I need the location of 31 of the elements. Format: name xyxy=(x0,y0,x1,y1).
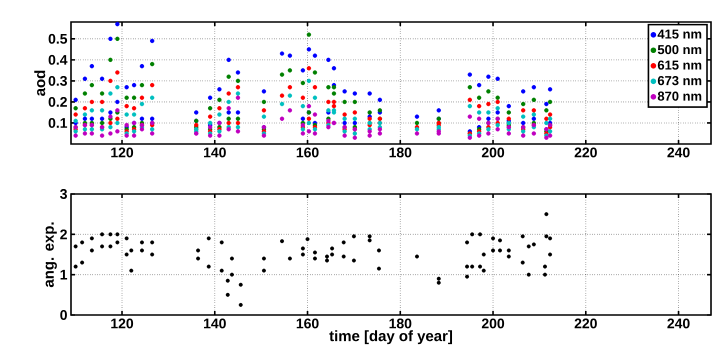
y-tick-label: 0 xyxy=(60,310,67,320)
y-tick-label: 2 xyxy=(60,229,67,240)
y-axis-title: ang. exp. xyxy=(46,222,57,288)
legend-label: 500 nm xyxy=(658,44,702,54)
x-tick-label: 140 xyxy=(204,318,226,328)
y-tick-label: 3 xyxy=(60,189,67,199)
x-tick-label: 220 xyxy=(574,318,597,328)
x-tick-label: 220 xyxy=(574,148,597,158)
legend-label: 673 nm xyxy=(658,76,702,86)
legend-label: 415 nm xyxy=(658,30,702,39)
x-tick-label: 180 xyxy=(390,318,412,328)
y-tick-label: 0.3 xyxy=(48,76,67,86)
x-tick-label: 160 xyxy=(296,318,319,328)
x-tick-label: 120 xyxy=(111,318,134,328)
x-tick-label: 120 xyxy=(111,148,134,158)
x-tick-label: 240 xyxy=(667,148,690,158)
x-tick-label: 140 xyxy=(204,148,226,158)
x-tick-label: 200 xyxy=(482,148,504,158)
x-tick-label: 180 xyxy=(390,148,412,158)
y-tick-label: 0.5 xyxy=(48,34,68,44)
y-tick-label: 0.4 xyxy=(48,54,68,65)
legend-label: 615 nm xyxy=(658,60,702,70)
legend-label: 870 nm xyxy=(658,92,702,101)
x-tick-label: 160 xyxy=(296,148,319,158)
x-axis-title: time [day of year] xyxy=(329,330,452,344)
y-axis-title: aod xyxy=(34,70,46,96)
y-tick-label: 0.2 xyxy=(48,96,67,107)
y-tick-label: 0.1 xyxy=(48,118,68,128)
y-tick-label: 1 xyxy=(60,270,68,280)
x-tick-label: 200 xyxy=(482,318,504,328)
x-tick-label: 240 xyxy=(667,318,690,328)
